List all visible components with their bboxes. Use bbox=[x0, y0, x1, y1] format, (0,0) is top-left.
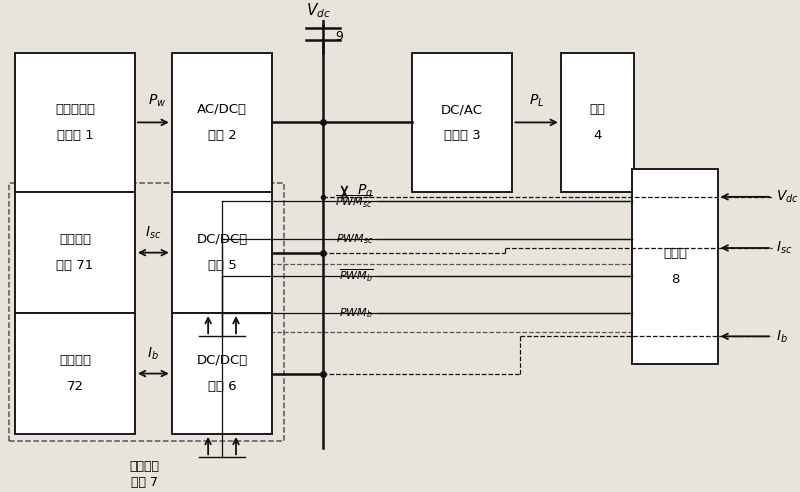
Text: $I_{sc}$: $I_{sc}$ bbox=[776, 240, 792, 256]
Bar bbox=[15, 53, 135, 192]
Text: $PWM_{sc}$: $PWM_{sc}$ bbox=[335, 232, 373, 246]
Text: $\overline{PWM_{sc}}$: $\overline{PWM_{sc}}$ bbox=[335, 193, 373, 210]
Text: 直驱型海浪: 直驱型海浪 bbox=[55, 103, 95, 116]
Text: 混合储能: 混合储能 bbox=[130, 460, 160, 473]
Text: 变换器 3: 变换器 3 bbox=[444, 129, 481, 142]
Text: 换器 6: 换器 6 bbox=[208, 380, 236, 393]
Bar bbox=[172, 192, 273, 313]
Bar bbox=[172, 53, 273, 192]
Text: 蓄电池组: 蓄电池组 bbox=[59, 354, 91, 367]
Bar bbox=[172, 313, 273, 434]
Text: AC/DC变: AC/DC变 bbox=[197, 103, 247, 116]
Text: $\overline{PWM_b}$: $\overline{PWM_b}$ bbox=[338, 268, 373, 284]
Bar bbox=[9, 183, 284, 441]
Text: $I_{sc}$: $I_{sc}$ bbox=[145, 225, 162, 241]
Text: $V_{dc}$: $V_{dc}$ bbox=[776, 188, 798, 205]
Text: 超级电容: 超级电容 bbox=[59, 233, 91, 246]
Text: 换器 2: 换器 2 bbox=[208, 129, 237, 142]
Bar bbox=[412, 53, 513, 192]
Text: 发电机 1: 发电机 1 bbox=[57, 129, 94, 142]
Text: $P_w$: $P_w$ bbox=[148, 93, 166, 109]
Text: 8: 8 bbox=[671, 273, 679, 286]
Text: 4: 4 bbox=[594, 129, 602, 142]
Text: 器组 71: 器组 71 bbox=[56, 259, 94, 272]
Text: 9: 9 bbox=[335, 30, 343, 43]
Bar bbox=[633, 169, 718, 364]
Text: 72: 72 bbox=[66, 380, 83, 393]
Text: 系统 7: 系统 7 bbox=[131, 476, 158, 489]
Text: $I_b$: $I_b$ bbox=[147, 345, 159, 362]
Text: $PWM_b$: $PWM_b$ bbox=[339, 306, 373, 320]
Text: $I_b$: $I_b$ bbox=[776, 328, 787, 344]
Text: $P_L$: $P_L$ bbox=[529, 93, 544, 109]
Text: $V_{dc}$: $V_{dc}$ bbox=[306, 1, 331, 20]
Text: 负载: 负载 bbox=[590, 103, 606, 116]
Text: DC/AC: DC/AC bbox=[441, 103, 483, 116]
Bar bbox=[15, 192, 135, 313]
Text: 控制器: 控制器 bbox=[663, 247, 687, 260]
Text: DC/DC变: DC/DC变 bbox=[197, 233, 248, 246]
Bar bbox=[15, 313, 135, 434]
Bar bbox=[257, 264, 636, 332]
Text: $P_g$: $P_g$ bbox=[357, 183, 373, 201]
Text: 换器 5: 换器 5 bbox=[208, 259, 237, 272]
Bar bbox=[561, 53, 634, 192]
Text: DC/DC变: DC/DC变 bbox=[197, 354, 248, 367]
